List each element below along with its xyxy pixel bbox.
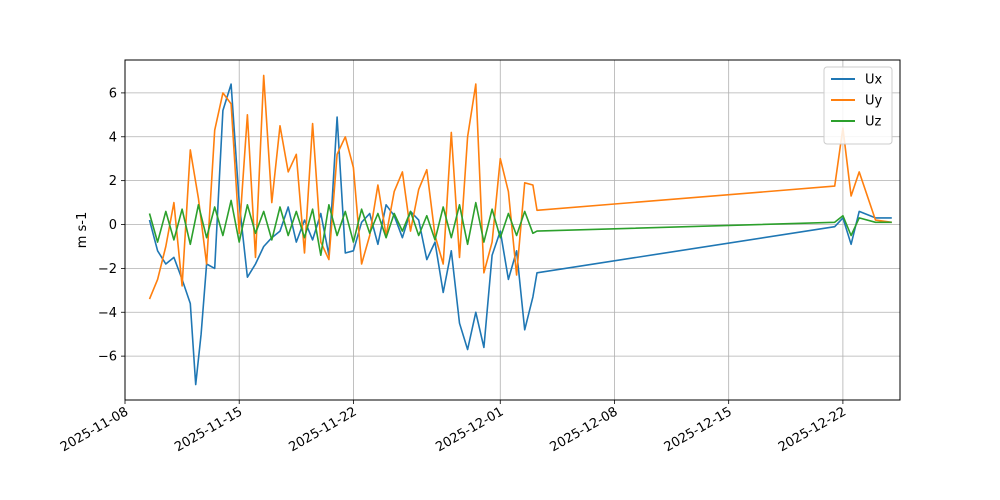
plot-frame bbox=[124, 59, 901, 401]
y-axis-title: m s-1 bbox=[75, 212, 90, 249]
legend: Ux Uy Uz bbox=[823, 66, 893, 145]
legend-label-uy: Uy bbox=[865, 94, 883, 109]
y-axis: −6 −4 −2 0 2 4 6 bbox=[98, 86, 125, 365]
y-tick-label: −6 bbox=[98, 350, 117, 365]
y-tick-label: 2 bbox=[109, 174, 117, 189]
y-tick-label: −4 bbox=[98, 306, 117, 321]
legend-label-uz: Uz bbox=[865, 115, 882, 130]
y-tick-label: 4 bbox=[109, 130, 117, 145]
y-tick-label: 0 bbox=[109, 218, 117, 233]
y-tick-label: 6 bbox=[109, 86, 117, 101]
series-line-uz bbox=[148, 199, 892, 256]
series-line-uy bbox=[148, 74, 892, 300]
series-lines bbox=[148, 74, 892, 386]
legend-box bbox=[823, 66, 893, 145]
y-tick-label: −2 bbox=[98, 262, 117, 277]
legend-label-ux: Ux bbox=[865, 73, 883, 88]
